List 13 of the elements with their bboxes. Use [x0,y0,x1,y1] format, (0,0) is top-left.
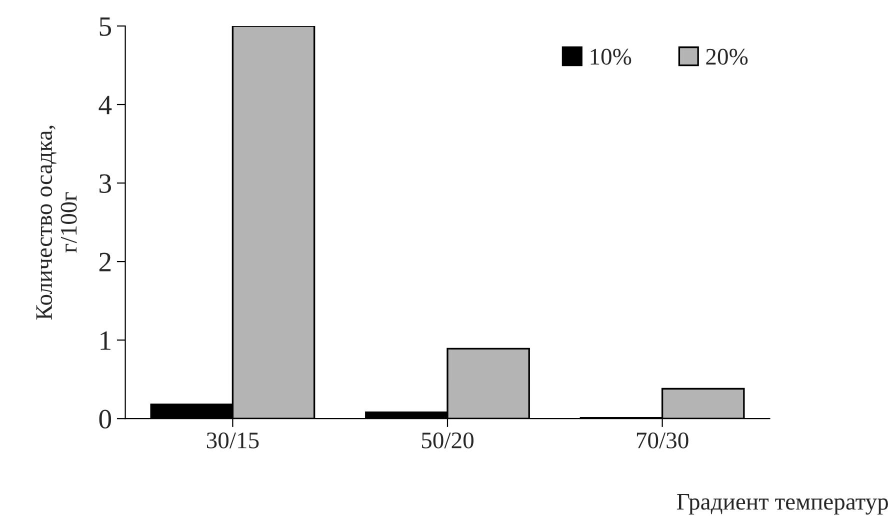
y-tick-label: 0 [99,410,112,429]
y-tick-label: 5 [100,17,112,36]
x-tick-label: 30/15 [206,432,259,448]
y-axis-title: Количество осадка, г/100г [36,126,77,320]
y-tick-label: 2 [99,252,111,272]
legend-label: 10% [590,48,632,65]
y-tick-label: 1 [100,331,110,350]
x-tick-label: 50/20 [422,432,474,448]
legend-label: 20% [706,48,748,65]
x-axis-title: Градиент температур [677,494,888,515]
y-tick-label: 4 [98,96,112,114]
y-tick-label: 3 [100,174,112,193]
x-tick-label: 70/30 [636,432,688,448]
